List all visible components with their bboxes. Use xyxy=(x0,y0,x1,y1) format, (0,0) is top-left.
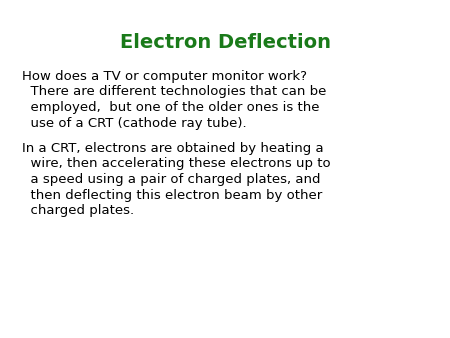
Text: use of a CRT (cathode ray tube).: use of a CRT (cathode ray tube). xyxy=(22,117,247,129)
Text: a speed using a pair of charged plates, and: a speed using a pair of charged plates, … xyxy=(22,173,320,186)
Text: Electron Deflection: Electron Deflection xyxy=(120,33,330,52)
Text: How does a TV or computer monitor work?: How does a TV or computer monitor work? xyxy=(22,70,307,83)
Text: In a CRT, electrons are obtained by heating a: In a CRT, electrons are obtained by heat… xyxy=(22,142,324,155)
Text: employed,  but one of the older ones is the: employed, but one of the older ones is t… xyxy=(22,101,320,114)
Text: There are different technologies that can be: There are different technologies that ca… xyxy=(22,86,326,98)
Text: charged plates.: charged plates. xyxy=(22,204,134,217)
Text: wire, then accelerating these electrons up to: wire, then accelerating these electrons … xyxy=(22,158,331,170)
Text: then deflecting this electron beam by other: then deflecting this electron beam by ot… xyxy=(22,189,322,201)
